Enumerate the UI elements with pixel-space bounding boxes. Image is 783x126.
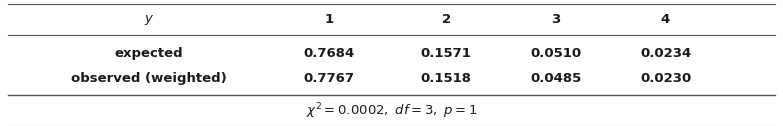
Text: 4: 4 [661,13,670,26]
Text: 3: 3 [551,13,561,26]
Text: 0.1518: 0.1518 [420,72,472,85]
Text: $\chi^2 = 0.0002,\ \mathit{df} = 3,\ p = 1$: $\chi^2 = 0.0002,\ \mathit{df} = 3,\ p =… [305,101,478,121]
Text: 0.0510: 0.0510 [530,47,582,60]
Text: 0.0230: 0.0230 [640,72,691,85]
Text: 0.0234: 0.0234 [640,47,691,60]
Text: 2: 2 [442,13,451,26]
Text: 0.7767: 0.7767 [303,72,355,85]
Text: 0.1571: 0.1571 [421,47,471,60]
Text: observed (weighted): observed (weighted) [71,72,226,85]
Text: 1: 1 [324,13,334,26]
Text: 0.7684: 0.7684 [303,47,355,60]
Text: expected: expected [114,47,183,60]
Text: $y$: $y$ [143,12,154,27]
Text: 0.0485: 0.0485 [530,72,582,85]
